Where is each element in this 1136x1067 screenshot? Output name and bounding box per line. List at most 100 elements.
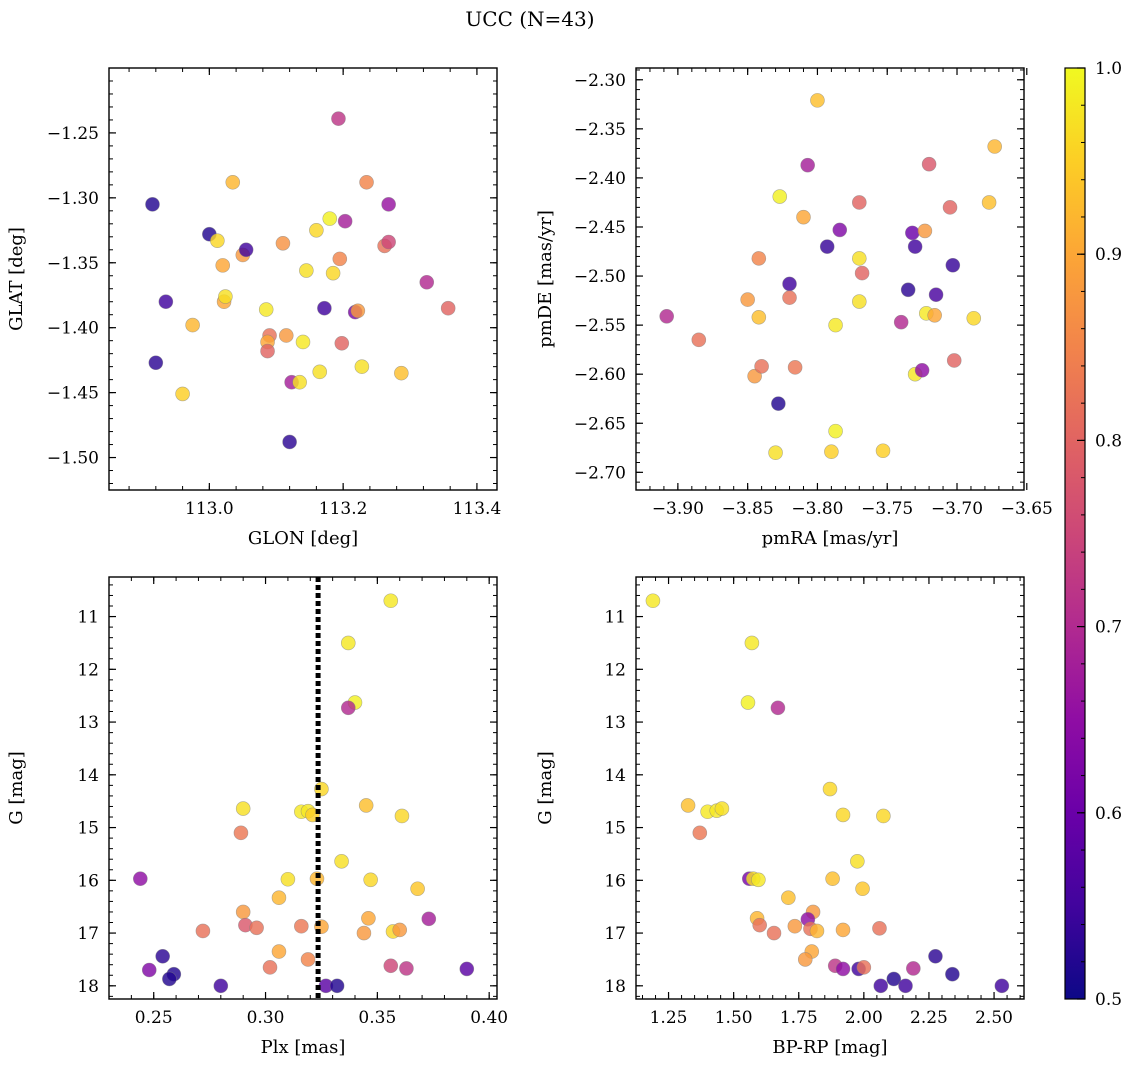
y-tick-label: −2.70: [574, 463, 626, 483]
y-tick-label: −1.25: [47, 124, 99, 144]
x-tick-label: −3.75: [861, 499, 913, 519]
scatter-point: [645, 593, 661, 609]
scatter-point: [340, 700, 356, 716]
colorbar-tick-label: 1.0: [1095, 59, 1122, 79]
x-axis-label: Plx [mas]: [261, 1037, 346, 1058]
scatter-point: [133, 871, 148, 887]
scatter-point: [873, 978, 889, 994]
scatter-point: [855, 881, 870, 897]
scatter-point: [155, 948, 170, 964]
scatter-point: [158, 294, 174, 310]
scatter-point: [714, 801, 730, 816]
y-tick-label: −1.45: [47, 384, 99, 404]
scatter-point: [906, 961, 921, 976]
scatter-point: [766, 925, 782, 941]
scatter-point: [850, 854, 865, 869]
y-tick-label: 12: [604, 660, 626, 680]
scatter-point: [825, 871, 840, 887]
y-tick-label: −2.65: [574, 414, 626, 434]
scatter-point: [299, 263, 314, 278]
scatter-point: [332, 251, 348, 267]
x-axis-label: pmRA [mas/yr]: [762, 528, 899, 549]
panel-1: 113.0 113.2 113.4 −1.25 −1.30 −1.35 −1.40 −1.45…: [6, 67, 502, 549]
x-tick-label: 113.4: [453, 499, 502, 519]
scatter-point: [852, 195, 867, 210]
scatter-points: [645, 593, 1010, 994]
y-tick-label: 18: [604, 977, 626, 997]
scatter-point: [358, 798, 374, 813]
scatter-point: [751, 251, 767, 266]
scatter-point: [218, 289, 233, 304]
axes-frame: [108, 67, 498, 491]
scatter-point: [249, 920, 264, 936]
x-tick-label: 0.35: [358, 1008, 396, 1028]
scatter-point: [886, 971, 902, 987]
scatter-point: [946, 353, 962, 368]
x-axis-label: BP-RP [mag]: [772, 1037, 887, 1058]
scatter-point: [822, 781, 838, 797]
scatter-point: [282, 434, 297, 450]
scatter-point: [275, 235, 291, 251]
scatter-point: [945, 257, 961, 273]
scatter-point: [354, 359, 370, 374]
scatter-point: [835, 807, 851, 823]
scatter-point: [331, 111, 346, 126]
scatter-point: [356, 925, 372, 941]
scatter-point: [876, 808, 891, 824]
scatter-point: [800, 157, 815, 173]
scatter-point: [361, 910, 376, 926]
scatter-point: [141, 962, 157, 978]
scatter-point: [981, 195, 997, 210]
axes-frame: [635, 576, 1025, 1000]
scatter-point: [828, 317, 843, 333]
scatter-point: [340, 635, 356, 651]
scatter-point: [325, 265, 341, 281]
scatter-point: [359, 174, 374, 190]
colorbar: 0.5 0.6 0.7 0.8 0.9 1.0: [1064, 59, 1122, 1010]
scatter-point: [787, 360, 803, 375]
scatter-point: [350, 303, 366, 319]
scatter-point: [782, 276, 797, 292]
scatter-point: [145, 197, 160, 212]
scatter-point: [768, 445, 783, 461]
scatter-point: [900, 282, 916, 298]
scatter-point: [832, 222, 848, 238]
scatter-point: [797, 952, 813, 967]
scatter-point: [294, 918, 309, 934]
scatter-point: [692, 825, 708, 841]
panel-3: 0.25 0.30 0.35 0.40 11 12 13 14 15 16 17 18 Plx [mas…: [6, 576, 508, 1058]
scatter-point: [185, 317, 200, 333]
scatter-point: [394, 808, 410, 824]
scatter-point: [312, 364, 328, 380]
scatter-point: [262, 960, 278, 975]
scatter-point: [421, 911, 437, 927]
scatter-point: [824, 444, 839, 460]
scatter-point: [994, 978, 1010, 994]
scatter-point: [459, 961, 475, 977]
scatter-point: [334, 335, 350, 351]
y-tick-label: −2.55: [574, 316, 626, 336]
x-tick-label: 2.00: [845, 1008, 883, 1028]
y-tick-label: 18: [77, 977, 99, 997]
y-tick-label: 17: [77, 924, 99, 944]
scatter-point: [754, 359, 769, 374]
scatter-point: [317, 300, 332, 316]
scatter-point: [383, 958, 399, 974]
scatter-point: [782, 290, 797, 305]
scatter-point: [945, 966, 960, 982]
scatter-points: [659, 93, 1002, 461]
y-tick-label: −1.30: [47, 189, 99, 209]
scatter-point: [796, 209, 811, 225]
y-tick-label: 14: [604, 766, 626, 786]
scatter-point: [771, 396, 786, 411]
y-tick-label: 13: [77, 713, 99, 733]
x-tick-label: 2.25: [910, 1008, 948, 1028]
scatter-point: [781, 890, 796, 906]
scatter-point: [856, 960, 872, 975]
scatter-point: [271, 944, 287, 959]
scatter-point: [148, 355, 164, 371]
y-tick-label: 11: [77, 608, 99, 628]
y-tick-label: −2.40: [574, 169, 626, 189]
scatter-point: [819, 239, 835, 254]
y-tick-label: 13: [604, 713, 626, 733]
